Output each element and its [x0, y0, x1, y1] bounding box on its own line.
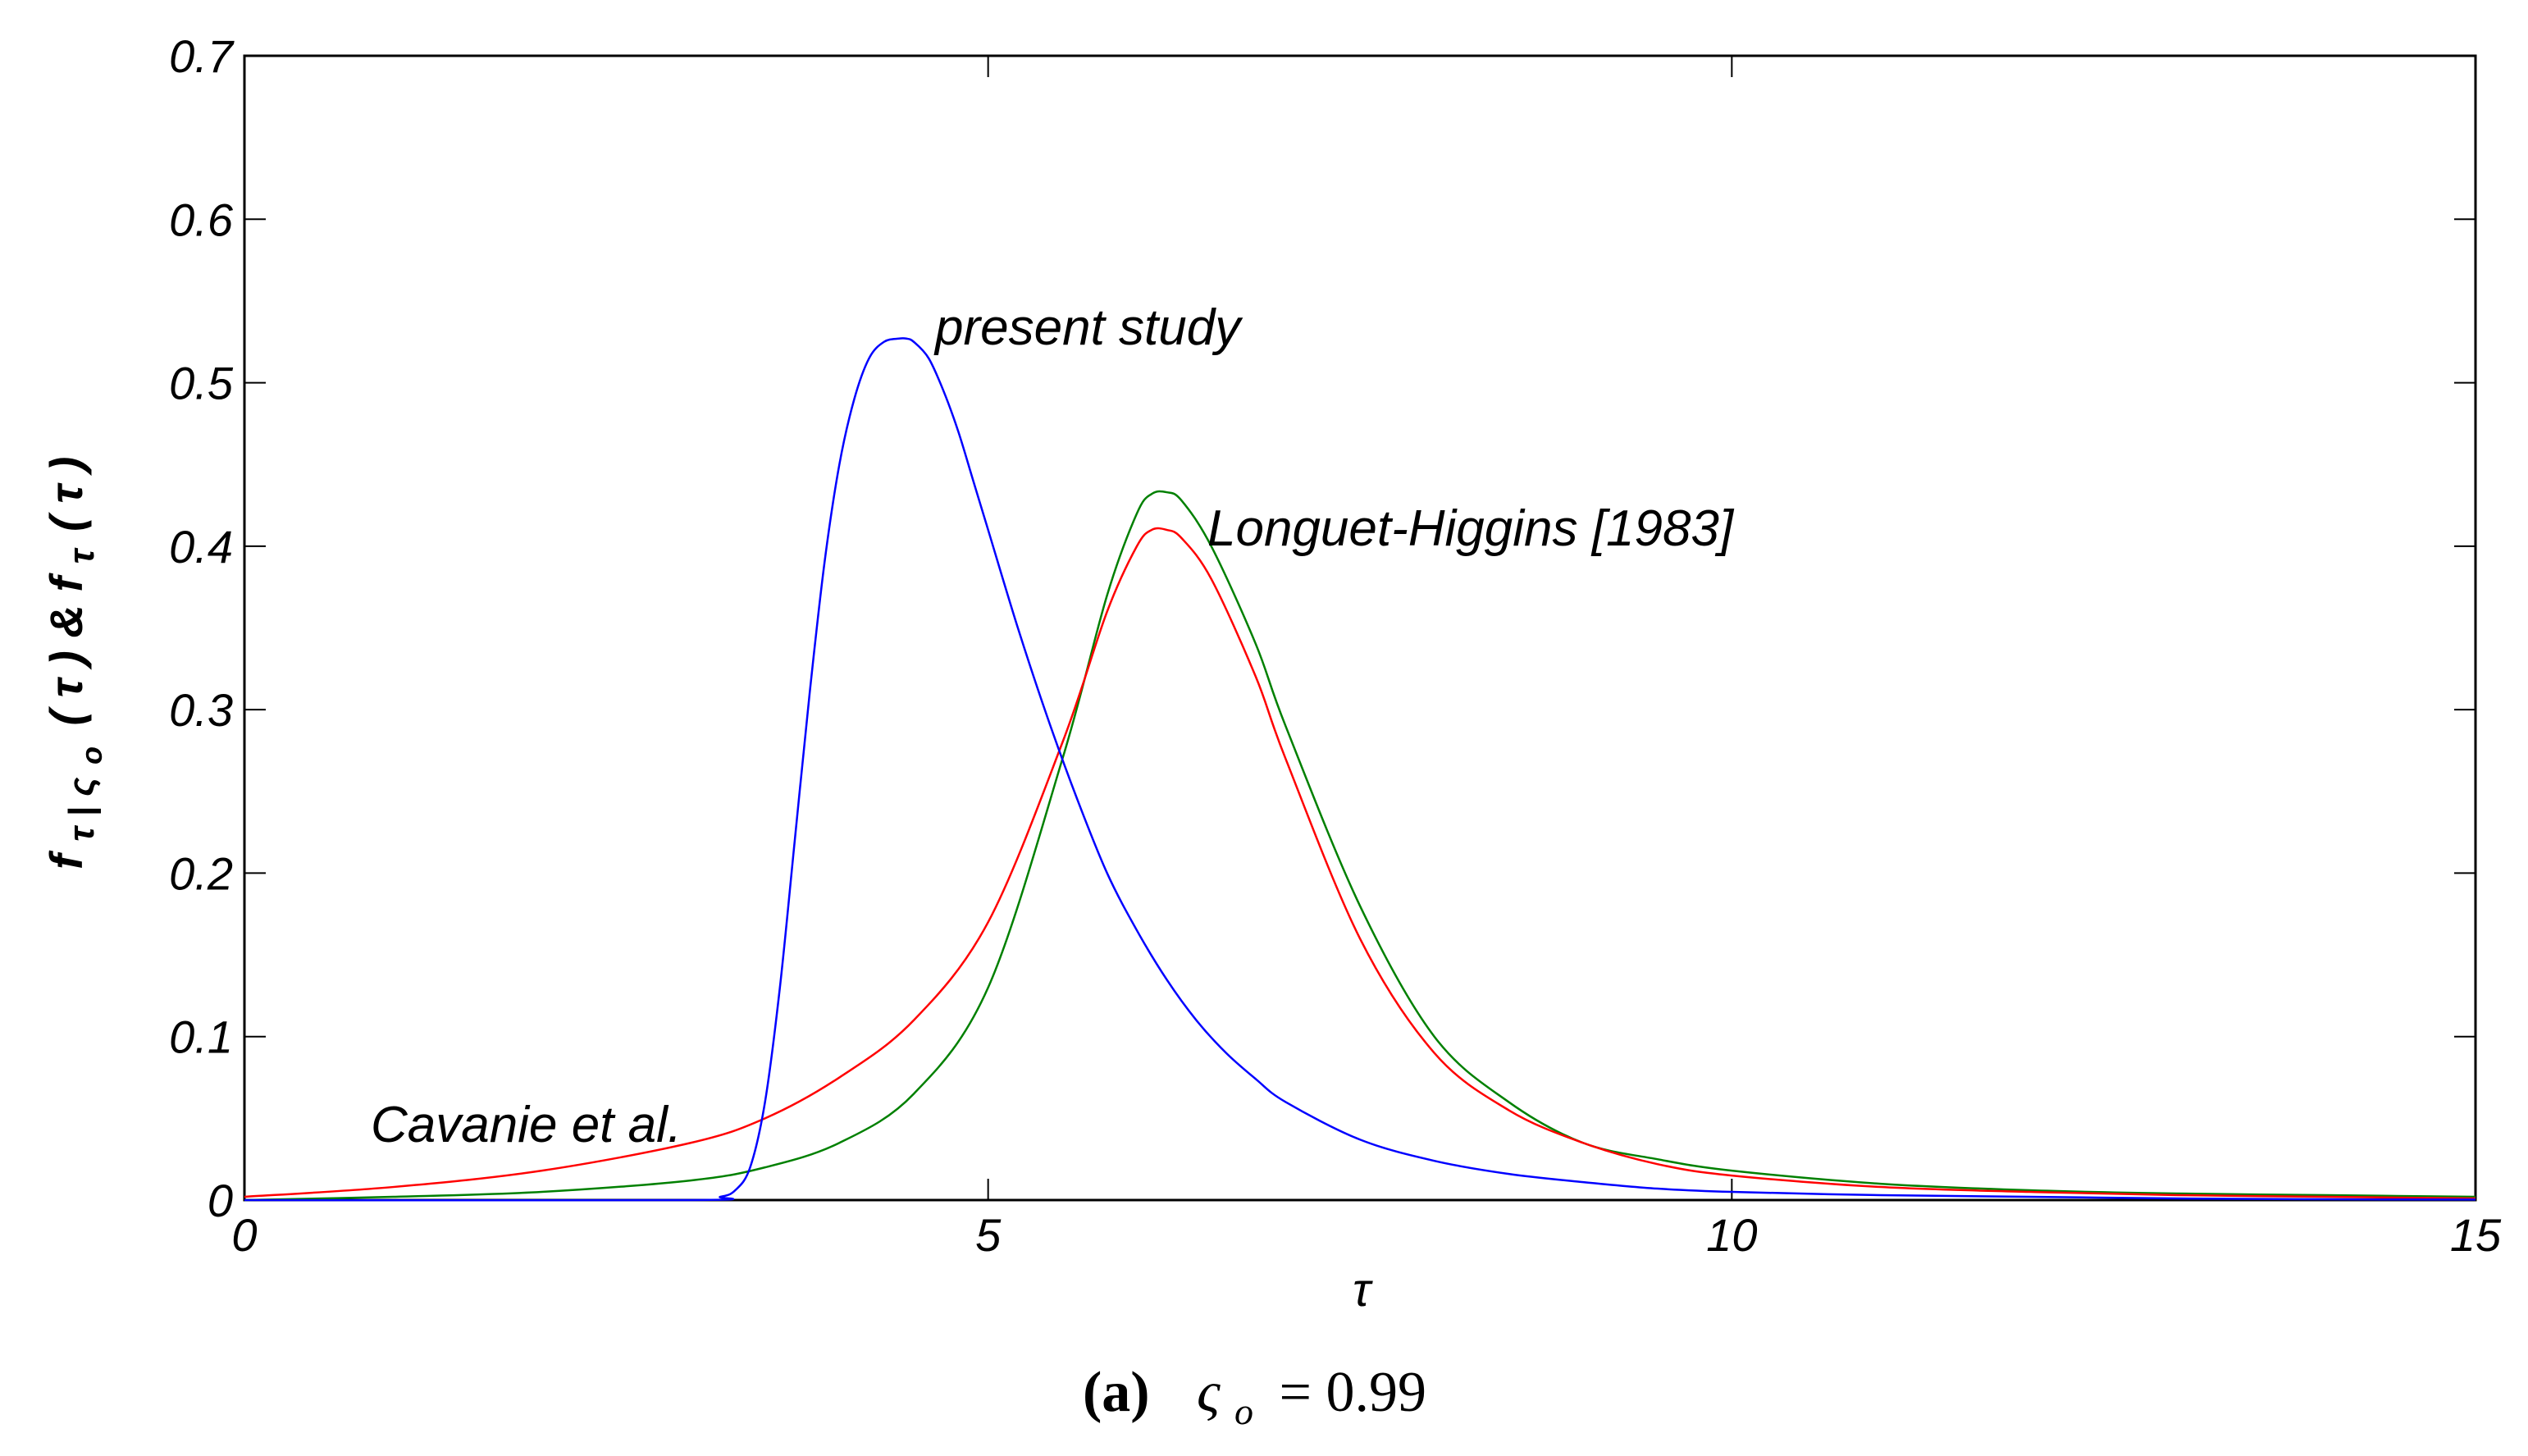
caption-label: (a): [1083, 1361, 1150, 1424]
plot-frame: [243, 54, 2477, 1202]
y-axis-label: f τ | ς o ( τ ) & f τ ( τ ): [40, 457, 112, 869]
ylabel-sub1b: o: [75, 746, 108, 765]
caption-symbol: ς: [1197, 1361, 1221, 1424]
annotation-longuet-higgins: Longuet-Higgins [1983]: [1207, 500, 1735, 557]
svg-text:(a) ς o = 0.: (a) ς o = 0.99: [1083, 1361, 1426, 1437]
series-blue-line: [244, 337, 2476, 1202]
annotation-cavanie: Cavanie et al.: [371, 1097, 682, 1153]
ylabel-sub2: τ: [62, 547, 102, 564]
caption-subscript: o: [1234, 1390, 1253, 1432]
x-tick-label: 10: [1706, 1209, 1757, 1261]
x-tick-label: 15: [2450, 1209, 2502, 1261]
x-tick-label: 0: [231, 1209, 257, 1261]
y-tick-label: 0.1: [169, 1011, 233, 1063]
y-tick-label: 0.3: [169, 684, 233, 736]
ylabel-sub1: τ | ς: [62, 777, 102, 842]
ylabel-end: ( τ ): [40, 457, 92, 532]
annotation-present-study: present study: [933, 299, 1243, 356]
y-tick-label: 0.2: [169, 847, 233, 899]
series-lines: [244, 337, 2476, 1202]
y-tick-label: 0.4: [169, 521, 233, 573]
x-axis-label: τ: [1353, 1263, 1373, 1317]
caption-equation: = 0.99: [1280, 1361, 1426, 1424]
axis-ticks: 0 5 10 15 0 0.1 0.2 0.3 0.4 0.5 0.6 0.7: [169, 30, 2502, 1261]
svg-text:f τ | ς o (: f τ | ς o ( τ ) & f τ ( τ ): [40, 457, 112, 869]
y-tick-label: 0.6: [169, 194, 234, 245]
ylabel-f1: f: [40, 850, 92, 869]
y-tick-label: 0: [208, 1175, 233, 1226]
y-tick-label: 0.7: [169, 30, 235, 82]
series-red-line: [244, 527, 2476, 1200]
ylabel-mid: ( τ ) & f: [40, 573, 92, 726]
figure-caption: (a) ς o = 0.99: [1083, 1361, 1426, 1437]
y-tick-label: 0.5: [169, 358, 234, 409]
series-green-line: [244, 490, 2476, 1202]
x-tick-label: 5: [975, 1209, 1002, 1261]
